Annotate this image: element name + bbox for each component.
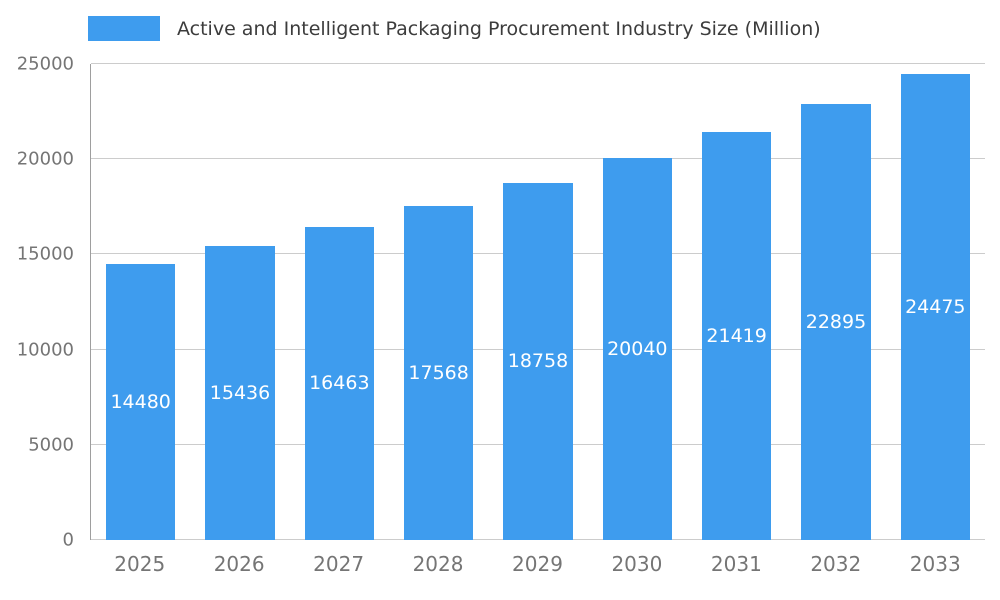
x-axis-tick-label: 2025 <box>114 552 166 576</box>
bar-value-label: 14480 <box>110 391 171 414</box>
bar-slot: 16463 <box>290 64 389 540</box>
legend-swatch <box>88 16 160 41</box>
x-axis-tick-label: 2026 <box>213 552 265 576</box>
bar-2031: 21419 <box>701 132 772 540</box>
y-axis-tick-label: 20000 <box>16 148 74 170</box>
bar-slot: 21419 <box>687 64 786 540</box>
bar-slot: 24475 <box>886 64 985 540</box>
bar-slot: 20040 <box>588 64 687 540</box>
bar-value-label: 20040 <box>607 338 668 361</box>
x-axis-tick-label: 2030 <box>611 552 663 576</box>
bar-2030: 20040 <box>602 158 673 540</box>
bar-series: 14480 15436 16463 17568 18758 20040 21419 22895… <box>91 64 985 540</box>
gridline <box>91 63 985 64</box>
x-axis-tick-label: 2028 <box>412 552 464 576</box>
x-axis: 2025 2026 2027 2028 2029 2030 2031 2032 2033 <box>90 552 985 576</box>
plot-area: 14480 15436 16463 17568 18758 20040 21419 22895… <box>90 63 985 540</box>
y-axis-tick-label: 5000 <box>28 434 74 456</box>
legend-label: Active and Intelligent Packaging Procure… <box>177 17 821 40</box>
bar-2033: 24475 <box>900 74 971 540</box>
bar-slot: 22895 <box>786 64 885 540</box>
y-axis-tick-label: 15000 <box>16 243 74 265</box>
bar-value-label: 22895 <box>805 311 867 334</box>
bar-value-label: 15436 <box>209 382 271 405</box>
bar-value-label: 24475 <box>905 296 966 318</box>
y-axis-tick-label: 0 <box>62 529 74 551</box>
y-axis: 0 5000 10000 15000 20000 25000 <box>0 54 80 551</box>
x-axis-tick-label: 2029 <box>512 552 563 576</box>
bar-2025: 14480 <box>105 264 176 540</box>
x-axis-tick-label: 2027 <box>313 552 365 576</box>
legend: Active and Intelligent Packaging Procure… <box>88 16 821 41</box>
bar-slot: 15436 <box>190 64 289 540</box>
gridline <box>91 158 985 160</box>
bar-2026: 15436 <box>205 246 275 540</box>
y-axis-tick-label: 25000 <box>16 53 74 75</box>
bar-2029: 18758 <box>503 182 573 540</box>
bar-slot: 18758 <box>488 64 587 540</box>
bar-2032: 22895 <box>801 104 871 540</box>
bar-value-label: 21419 <box>706 325 767 348</box>
bar-value-label: 16463 <box>309 372 370 395</box>
bar-slot: 17568 <box>389 64 488 540</box>
bar-value-label: 18758 <box>507 350 569 373</box>
bar-2028: 17568 <box>403 205 474 540</box>
y-axis-tick-label: 10000 <box>16 339 74 361</box>
bar-slot: 14480 <box>91 64 190 540</box>
x-axis-tick-label: 2031 <box>710 552 762 576</box>
bar-2027: 16463 <box>304 226 375 540</box>
x-axis-tick-label: 2032 <box>810 552 862 576</box>
x-axis-tick-label: 2033 <box>909 552 961 576</box>
bar-value-label: 17568 <box>408 361 469 384</box>
